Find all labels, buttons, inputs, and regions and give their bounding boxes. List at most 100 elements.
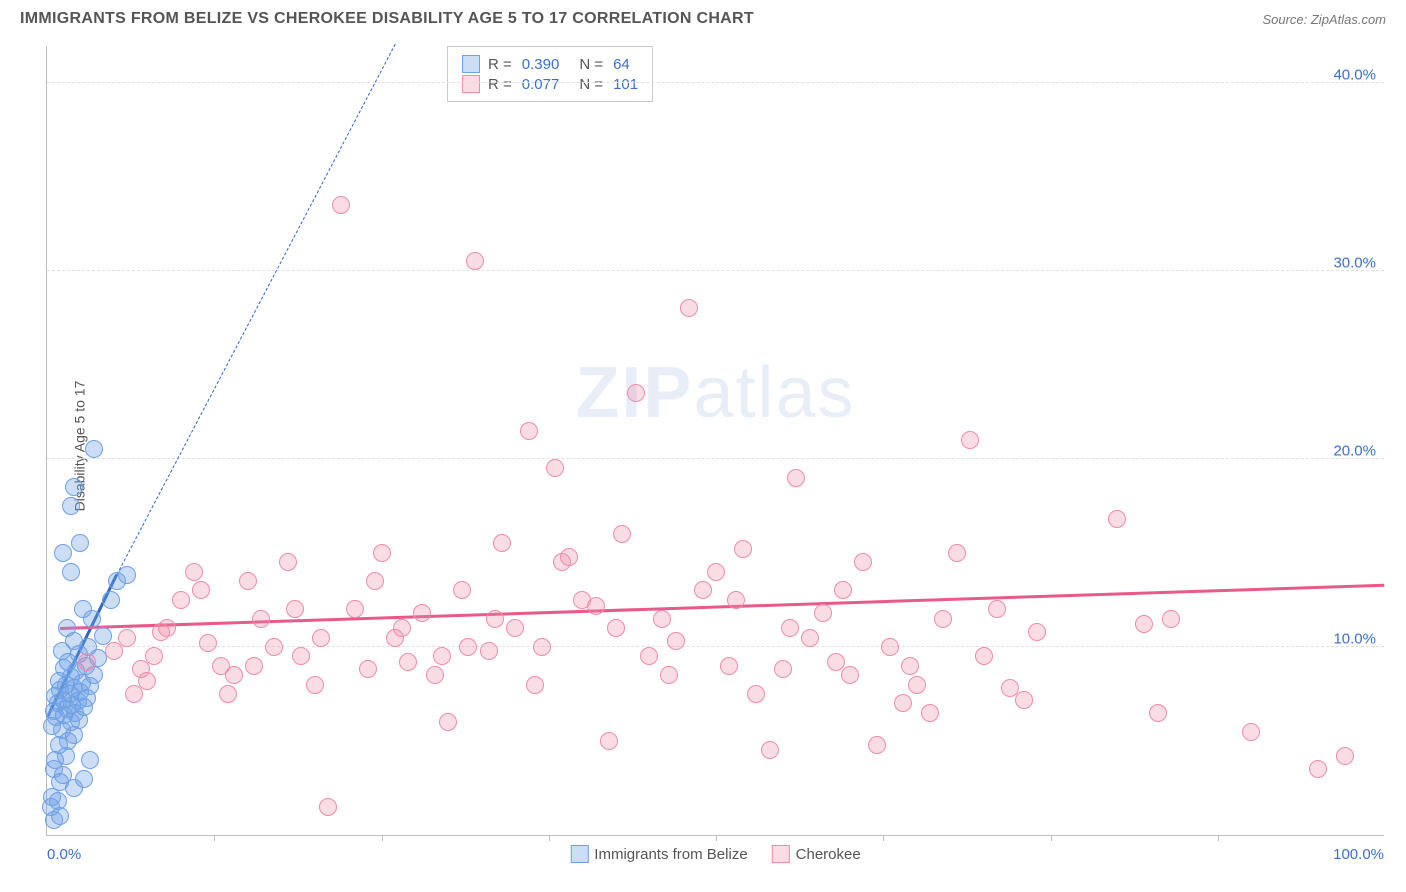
data-point [62,497,80,515]
data-point [613,525,631,543]
data-point [814,604,832,622]
scatter-chart: ZIPatlas R =0.390N =64R =0.077N =101 Imm… [46,46,1384,836]
bottom-legend: Immigrants from Belize Cherokee [570,845,860,863]
data-point [245,657,263,675]
data-point [74,600,92,618]
trend-line [116,44,395,575]
data-point [125,685,143,703]
data-point [185,563,203,581]
data-point [332,196,350,214]
data-point [286,600,304,618]
n-label: N = [579,76,603,93]
data-point [433,647,451,665]
x-tick [1218,835,1219,841]
data-point [1135,615,1153,633]
gridline [47,82,1384,83]
y-tick-label: 10.0% [1333,630,1376,647]
data-point [118,566,136,584]
data-point [1108,510,1126,528]
watermark: ZIPatlas [575,352,855,434]
data-point [312,629,330,647]
data-point [225,666,243,684]
data-point [359,660,377,678]
y-tick-label: 30.0% [1333,254,1376,271]
data-point [841,666,859,684]
chart-source: Source: ZipAtlas.com [1262,12,1386,27]
data-point [1015,691,1033,709]
data-point [747,685,765,703]
data-point [480,642,498,660]
x-axis-max-label: 100.0% [1333,846,1384,863]
data-point [660,666,678,684]
data-point [75,770,93,788]
data-point [667,632,685,650]
gridline [47,646,1384,647]
legend-item: Immigrants from Belize [570,845,747,863]
data-point [219,685,237,703]
data-point [1242,723,1260,741]
data-point [192,581,210,599]
data-point [1309,760,1327,778]
data-point [533,638,551,656]
data-point [520,422,538,440]
data-point [102,591,120,609]
x-axis-min-label: 0.0% [47,846,81,863]
n-value: 101 [613,76,638,93]
stats-legend-row: R =0.077N =101 [462,75,638,93]
data-point [413,604,431,622]
data-point [81,751,99,769]
data-point [279,553,297,571]
data-point [901,657,919,675]
data-point [78,653,96,671]
chart-header: IMMIGRANTS FROM BELIZE VS CHEROKEE DISAB… [0,0,1406,34]
data-point [252,610,270,628]
data-point [346,600,364,618]
x-tick [1051,835,1052,841]
data-point [526,676,544,694]
data-point [459,638,477,656]
data-point [65,478,83,496]
data-point [894,694,912,712]
data-point [694,581,712,599]
data-point [975,647,993,665]
data-point [319,798,337,816]
data-point [466,252,484,270]
x-tick [214,835,215,841]
data-point [988,600,1006,618]
r-value: 0.390 [522,56,560,73]
legend-swatch [570,845,588,863]
stats-legend-row: R =0.390N =64 [462,55,638,73]
data-point [1028,623,1046,641]
data-point [560,548,578,566]
data-point [761,741,779,759]
data-point [707,563,725,581]
data-point [399,653,417,671]
data-point [118,629,136,647]
data-point [172,591,190,609]
data-point [1149,704,1167,722]
data-point [366,572,384,590]
x-tick [716,835,717,841]
data-point [720,657,738,675]
x-tick [549,835,550,841]
data-point [105,642,123,660]
data-point [734,540,752,558]
legend-item: Cherokee [772,845,861,863]
data-point [306,676,324,694]
data-point [934,610,952,628]
data-point [587,597,605,615]
x-tick [883,835,884,841]
legend-label: Immigrants from Belize [594,846,747,863]
data-point [152,623,170,641]
data-point [292,647,310,665]
stats-legend: R =0.390N =64R =0.077N =101 [447,46,653,102]
data-point [145,647,163,665]
n-value: 64 [613,56,630,73]
data-point [787,469,805,487]
data-point [961,431,979,449]
n-label: N = [579,56,603,73]
data-point [881,638,899,656]
y-tick-label: 40.0% [1333,66,1376,83]
data-point [774,660,792,678]
data-point [801,629,819,647]
